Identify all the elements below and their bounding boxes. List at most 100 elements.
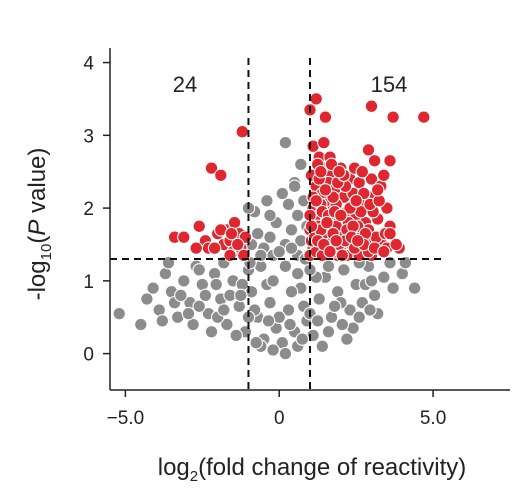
y-axis-title-rest: value) xyxy=(24,148,51,220)
nonsignificant-point xyxy=(337,263,351,277)
nonsignificant-point xyxy=(260,194,274,208)
nonsignificant-point xyxy=(266,274,280,288)
nonsignificant-point xyxy=(112,306,126,321)
nonsignificant-point xyxy=(407,281,422,295)
significant-point xyxy=(309,92,323,106)
nonsignificant-point xyxy=(209,277,223,292)
significant-point xyxy=(207,241,222,255)
down-count-label: 24 xyxy=(173,72,197,97)
nonsignificant-point xyxy=(340,332,354,346)
x-tick-label: 5.0 xyxy=(420,408,446,429)
y-axis-title-subscript: 10 xyxy=(38,244,55,261)
up-count-label: 154 xyxy=(371,72,408,97)
nonsignificant-point xyxy=(352,310,366,324)
nonsignificant-point xyxy=(284,223,299,237)
significant-point xyxy=(367,154,382,168)
nonsignificant-point xyxy=(281,303,296,317)
y-tick-label: 4 xyxy=(83,54,94,75)
nonsignificant-point xyxy=(283,317,297,332)
nonsignificant-point xyxy=(140,292,154,306)
significant-point xyxy=(355,164,370,179)
x-axis-title: log2(fold change of reactivity) xyxy=(158,454,467,485)
significant-point xyxy=(349,194,363,208)
nonsignificant-point xyxy=(204,325,219,339)
significant-point xyxy=(383,154,397,168)
nonsignificant-point xyxy=(198,288,213,303)
significant-point xyxy=(317,135,331,150)
nonsignificant-point xyxy=(192,263,206,277)
significant-point xyxy=(189,241,203,255)
nonsignificant-point xyxy=(146,281,160,295)
nonsignificant-point xyxy=(335,317,350,332)
significant-point xyxy=(318,183,333,197)
nonsignificant-point xyxy=(290,208,305,223)
nonsignificant-point xyxy=(134,317,148,332)
nonsignificant-point xyxy=(275,186,290,201)
nonsignificant-point xyxy=(290,266,305,281)
nonsignificant-point xyxy=(261,314,276,328)
nonsignificant-point xyxy=(220,317,234,332)
y-tick-label: 2 xyxy=(83,199,94,220)
nonsignificant-point xyxy=(364,274,379,288)
y-tick-label: 0 xyxy=(83,345,94,366)
nonsignificant-point xyxy=(174,288,188,303)
nonsignificant-point xyxy=(249,335,263,350)
significant-point xyxy=(350,234,365,248)
significant-point xyxy=(320,215,334,230)
nonsignificant-point xyxy=(266,343,280,357)
nonsignificant-point xyxy=(321,259,336,274)
significant-point xyxy=(329,234,343,248)
significant-point xyxy=(235,124,250,139)
y-axis-title-italic: P xyxy=(24,220,51,236)
nonsignificant-point xyxy=(263,208,277,223)
significant-point xyxy=(192,219,206,234)
x-axis-title-prefix: log xyxy=(158,454,190,481)
nonsignificant-point xyxy=(272,244,286,259)
significant-point xyxy=(230,237,245,252)
nonsignificant-point xyxy=(192,299,206,314)
nonsignificant-point xyxy=(250,226,265,241)
significant-point xyxy=(214,168,228,183)
nonsignificant-point xyxy=(229,328,243,343)
x-axis-title-rest: (fold change of reactivity) xyxy=(198,454,466,481)
significant-point xyxy=(370,183,385,197)
nonsignificant-point xyxy=(295,332,310,346)
nonsignificant-point xyxy=(281,197,296,212)
y-tick-label: 3 xyxy=(83,126,94,147)
nonsignificant-point xyxy=(263,230,277,244)
nonsignificant-point xyxy=(278,259,293,274)
significant-point xyxy=(204,161,219,175)
significant-point xyxy=(346,219,360,234)
nonsignificant-point xyxy=(363,303,377,317)
significant-point xyxy=(177,230,191,244)
nonsignificant-point xyxy=(343,303,357,317)
nonsignificant-point xyxy=(310,314,325,328)
significant-point xyxy=(323,244,337,259)
nonsignificant-point xyxy=(287,179,302,194)
nonsignificant-point xyxy=(367,288,382,303)
nonsignificant-point xyxy=(312,292,326,306)
significant-point xyxy=(417,110,431,124)
nonsignificant-point xyxy=(294,157,308,172)
y-axis-title-open: ( xyxy=(24,236,51,244)
significant-point xyxy=(389,237,403,252)
nonsignificant-point xyxy=(234,288,248,303)
significant-point xyxy=(364,172,379,186)
nonsignificant-point xyxy=(315,339,330,354)
significant-point xyxy=(377,168,391,183)
nonsignificant-point xyxy=(177,274,191,288)
nonsignificant-point xyxy=(377,270,391,284)
nonsignificant-point xyxy=(386,281,400,295)
significant-point xyxy=(364,99,379,113)
y-axis-title-prefix: -log xyxy=(24,260,51,300)
significant-point xyxy=(309,194,323,208)
threshold-lines xyxy=(110,58,442,390)
nonsignificant-point xyxy=(207,266,222,281)
nonsignificant-point xyxy=(217,303,231,317)
significant-point xyxy=(304,219,319,234)
significant-point xyxy=(318,110,333,124)
points-layer xyxy=(112,92,431,361)
significant-point xyxy=(383,226,397,241)
nonsignificant-point xyxy=(284,241,299,255)
